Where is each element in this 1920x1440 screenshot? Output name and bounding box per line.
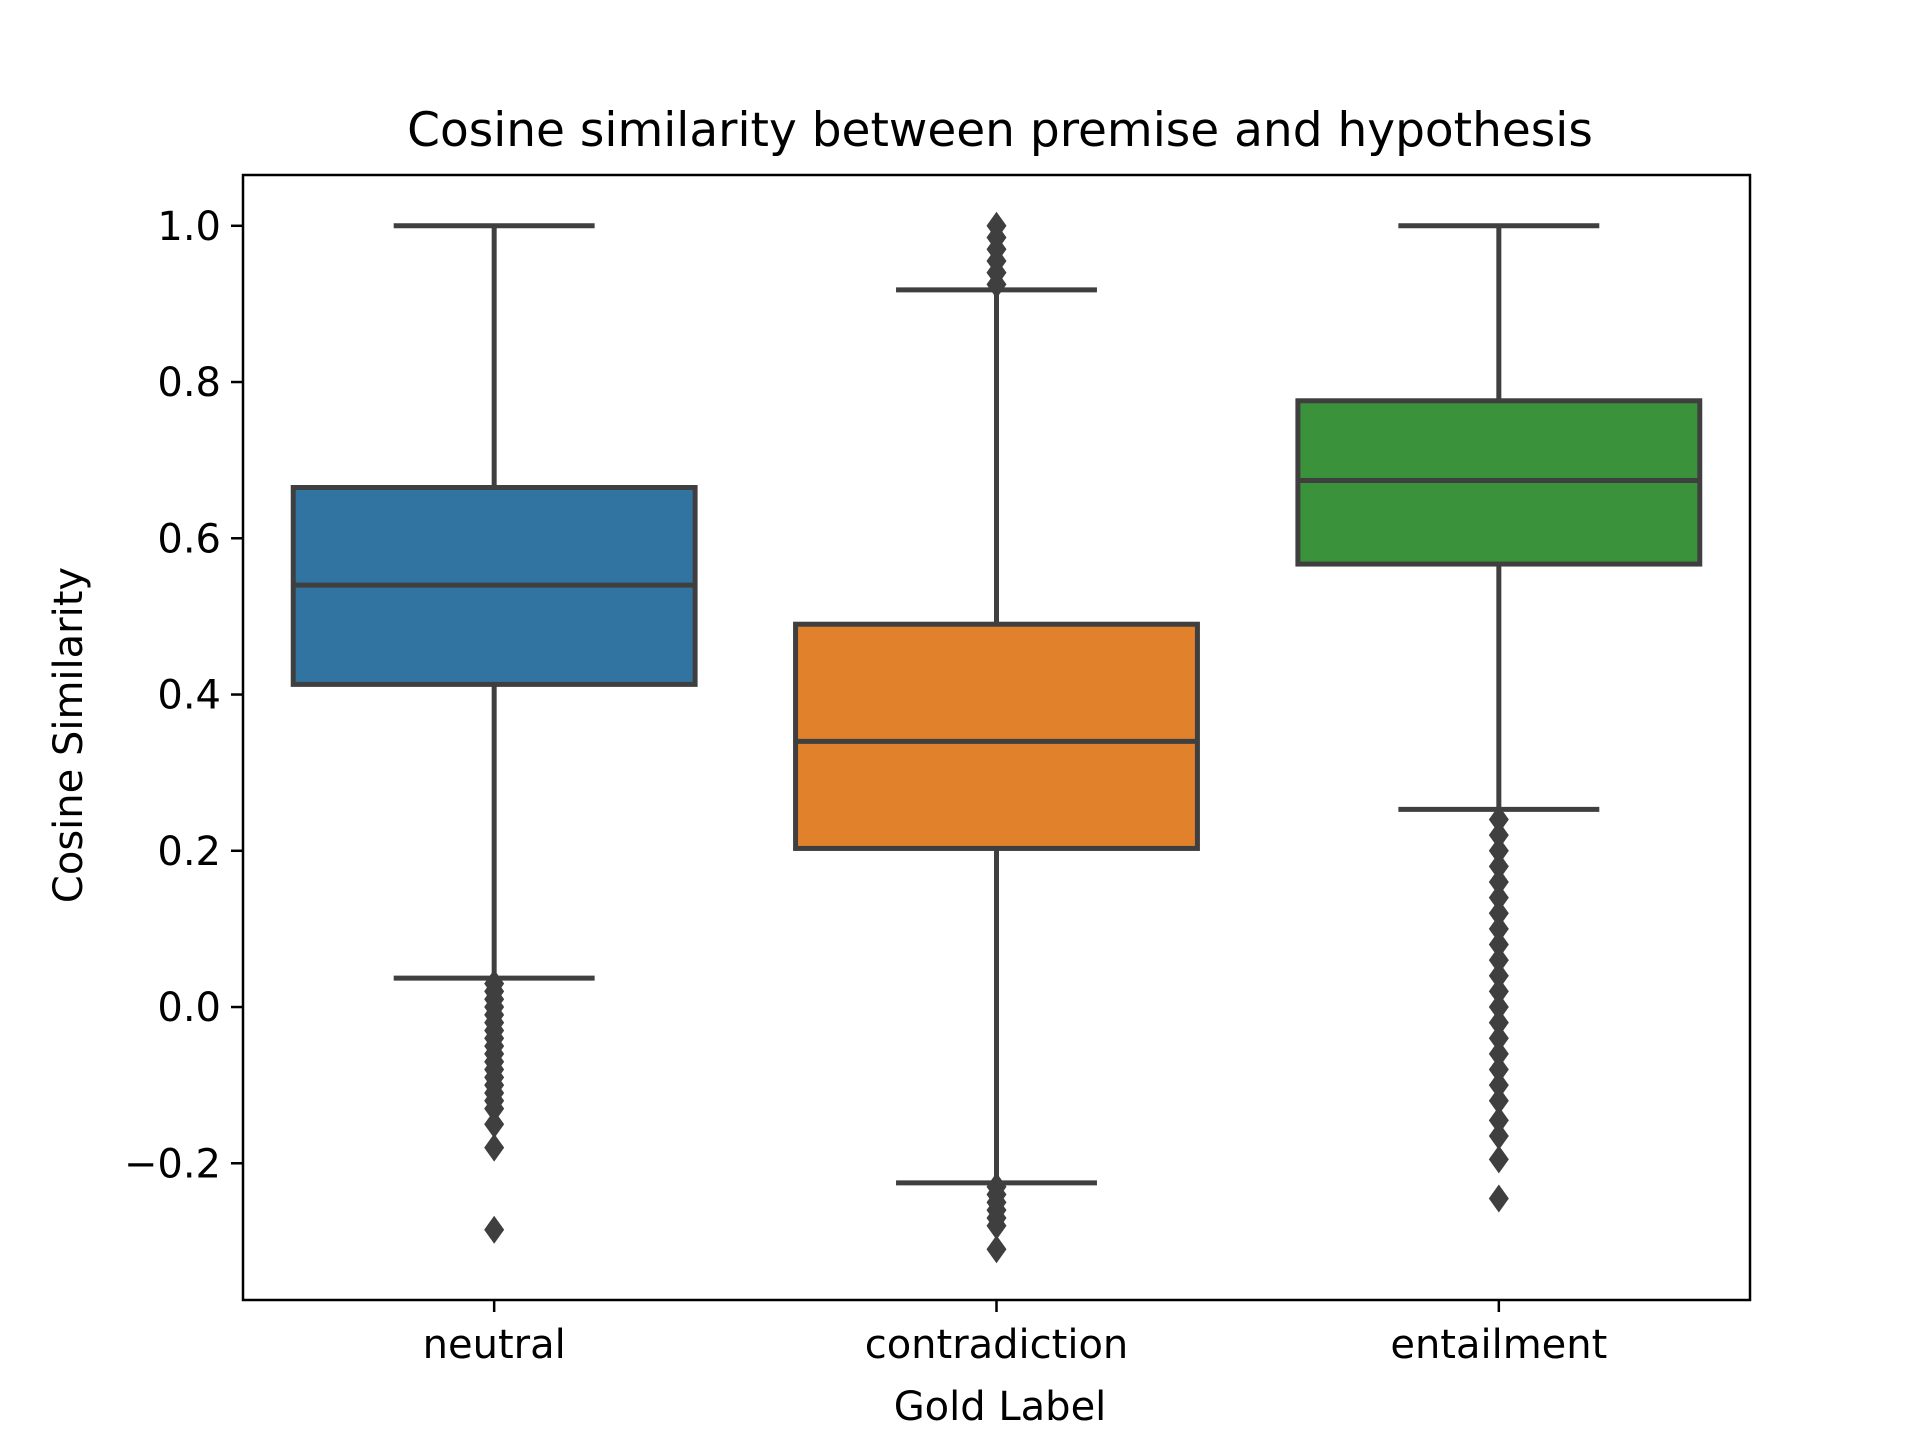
y-tick-label: 0.0: [157, 985, 221, 1031]
entailment-outlier-point: [1488, 930, 1509, 959]
y-tick-label: 0.6: [157, 516, 221, 562]
x-tick-label: entailment: [1390, 1322, 1607, 1368]
y-tick-label: 0.2: [157, 829, 221, 875]
entailment-outlier-point: [1488, 1086, 1509, 1115]
entailment-outlier-point: [1488, 1039, 1509, 1068]
contradiction-outlier-point: [986, 1235, 1007, 1264]
neutral-outlier-point: [484, 1215, 505, 1244]
contradiction-outlier-point: [986, 1211, 1007, 1240]
entailment-outlier-point: [1488, 1055, 1509, 1084]
chart-title: Cosine similarity between premise and hy…: [407, 103, 1593, 158]
entailment-outlier-point: [1488, 1106, 1509, 1135]
y-axis-label: Cosine Similarity: [46, 567, 92, 903]
entailment-outlier-point: [1488, 883, 1509, 912]
plot-area: −0.2 0.0 0.2 0.4 0.6 0.8 1.0 neutral contradicti…: [124, 173, 1752, 1368]
entailment-outlier-point: [1488, 1145, 1509, 1174]
entailment-outlier-point: [1488, 1008, 1509, 1037]
entailment-outlier-point: [1488, 1184, 1509, 1213]
entailment-outlier-point: [1488, 805, 1509, 834]
entailment-outlier-point: [1488, 821, 1509, 850]
entailment-outlier-point: [1488, 1121, 1509, 1150]
x-axis-label: Gold Label: [894, 1384, 1107, 1430]
entailment-outlier-point: [1488, 993, 1509, 1022]
contradiction-outlier-point: [986, 211, 1007, 240]
entailment-outlier-point: [1488, 946, 1509, 975]
entailment-outlier-point: [1488, 836, 1509, 865]
entailment-outlier-point: [1488, 1071, 1509, 1100]
contradiction-box: [793, 621, 1200, 851]
y-tick-label: 0.8: [157, 360, 221, 406]
neutral-outlier-point: [484, 1094, 505, 1123]
x-tick-label: neutral: [423, 1322, 566, 1368]
entailment-outlier-point: [1488, 1024, 1509, 1053]
entailment-outlier-point: [1488, 899, 1509, 928]
entailment-outlier-point: [1488, 961, 1509, 990]
entailment-outlier-point: [1488, 868, 1509, 897]
y-tick-label: 1.0: [157, 204, 221, 250]
entailment-outlier-point: [1488, 914, 1509, 943]
y-tick-label: 0.4: [157, 673, 221, 719]
neutral-outlier-point: [484, 1133, 505, 1162]
neutral-outlier-point: [484, 1110, 505, 1139]
x-tick-label: contradiction: [865, 1322, 1129, 1368]
y-tick-label: −0.2: [124, 1141, 221, 1187]
entailment-outlier-point: [1488, 977, 1509, 1006]
entailment-outlier-point: [1488, 852, 1509, 881]
